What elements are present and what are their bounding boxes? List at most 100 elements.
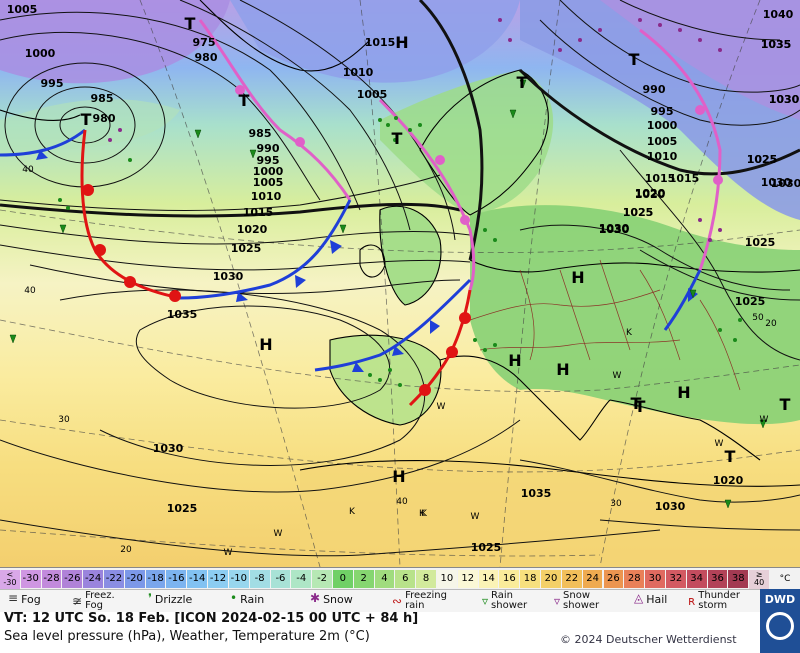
temperature-scale-cell: -28 [41,570,62,588]
temperature-unit: °C [779,574,791,584]
temperature-scale-cell: < -30 [0,570,20,589]
legend-item: ≆ Freez. Fog [72,591,115,611]
cold-front-triangle [352,362,364,372]
high-pressure-center: H [571,268,584,287]
temperature-scale-cell: -4 [291,570,312,588]
isobar-label: 1030 [761,176,792,189]
legend-item: ❜ Drizzle [148,591,192,605]
isobar-label: 980 [195,51,218,64]
isobar-label: 1015 [365,36,396,49]
rain-icon: • [230,591,238,605]
wind-label: W [613,371,622,381]
weather-map: 1005 1000 995 985 980 975 980 985 990 995 1000 1005… [0,0,800,567]
low-pressure-center: T [392,129,403,148]
temperature-scale: < -30 -30 -28 -26 -24 -22 -20 -18 -16 -14 -12 -10 -8… [0,567,800,590]
temperature-scale-cell: 20 [541,570,561,588]
isobar-label: 1030 [599,223,630,236]
warm-front-semicircle [94,244,106,256]
isobar-label: 1005 [253,176,284,189]
temperature-scale-cell: -30 [20,570,41,588]
latitude-label: 20 [120,545,132,555]
legend-label: Fog [21,593,41,606]
legend-item: ✱ Snow [310,591,353,605]
hail-icon: ◬ [634,591,644,605]
isobar-label: 975 [193,36,216,49]
weather-legend: ≡ Fog ≆ Freez. Fog ❜ Drizzle • Rain ✱ Snow ∾ Freezi… [0,589,760,612]
isobar-label: 995 [41,77,64,90]
freezing-rain-icon: ∾ [392,594,403,608]
greenland-lobe [0,99,180,150]
isobar-label: 980 [93,112,116,125]
temperature-scale-cell: -12 [208,570,228,588]
isobar-label: 1005 [647,135,678,148]
valid-time-line: VT: 12 UTC So. 18 Feb. [ICON 2024-02-15 … [4,611,419,626]
wind-label: W [224,548,233,558]
isobar-label: 1020 [635,187,666,200]
legend-label: Rain [240,593,265,606]
temperature-scale-cell: 18 [520,570,541,588]
coastlines [0,0,800,487]
cold-zone-east-purple [600,0,800,120]
latitude-label: 20 [765,319,777,329]
isobars [0,0,800,557]
wind-label: W [760,415,769,425]
country-borders [469,259,741,391]
cold-front-main [179,199,352,300]
isobar-label: 1015 [669,172,700,185]
cold-front-east [663,269,702,331]
isobar-label: 1025 [167,502,198,515]
pressure-labels: 1005100099598598097598098599099510001005… [7,3,800,554]
isobar-label: 1035 [761,38,792,51]
thunderstorm-icon: ʀ [688,594,696,608]
temperature-scale-cell: 4 [374,570,395,588]
temperature-scale-cell: 14 [478,570,499,588]
cold-front-triangle [330,240,342,254]
wind-label: K [626,328,633,338]
isobar-label: 1025 [231,242,262,255]
temperature-scale-cell: 6 [395,570,416,588]
legend-label: Snow [323,593,353,606]
drizzle-icon: ❜ [148,591,152,605]
temperature-scale-cell: ≥ 40 [749,570,769,589]
snow-icon: ✱ [310,591,321,605]
temperature-scale-cell: -26 [62,570,83,588]
warm-front-semicircle [169,290,181,302]
temperature-scale-cell: 26 [603,570,624,588]
high-pressure-center: H [556,360,569,379]
low-pressure-center: T [629,50,640,69]
legend-label: Freez. Fog [85,590,115,611]
temperature-scale-cell: 10 [437,570,457,588]
temperature-scale-cell: -16 [166,570,187,588]
legend-item: ʀ Thunder storm [688,591,740,611]
isobar-label: 1030 [769,93,800,106]
occlusion-symbol [713,175,723,185]
legend-label: Thunder storm [698,590,740,611]
latitude-label: 30 [58,415,70,425]
isobar-label: 1000 [25,47,56,60]
isobar-label: 1035 [521,487,552,500]
isobar-label: 1030 [771,177,800,190]
high-pressure-center: H [677,383,690,402]
temperature-scale-cell: 28 [624,570,645,588]
isobar-label: 1030 [599,223,630,236]
map-subtitle: Sea level pressure (hPa), Weather, Tempe… [4,629,370,644]
latitude-label: 40 [396,497,408,507]
cold-front-west [0,128,86,157]
legend-item: ▿ Rain shower [482,591,527,611]
warm-front-semicircle [459,312,471,324]
isobar-label: 985 [91,92,114,105]
isobar-label: 1030 [153,442,184,455]
high-pressure-center: H [395,33,408,52]
fog-icon: ≡ [8,591,19,605]
legend-label: Hail [646,593,668,606]
isobar-label: 1005 [7,3,38,16]
legend-item: ≡ Fog [8,591,41,605]
occluded-front-north [198,19,352,201]
temperature-scale-cell: 12 [457,570,478,588]
isobar-label: 1010 [647,150,678,163]
low-pressure-center: T [517,73,528,92]
legend-label: Drizzle [154,593,193,606]
temperature-scale-cell: -8 [249,570,270,588]
